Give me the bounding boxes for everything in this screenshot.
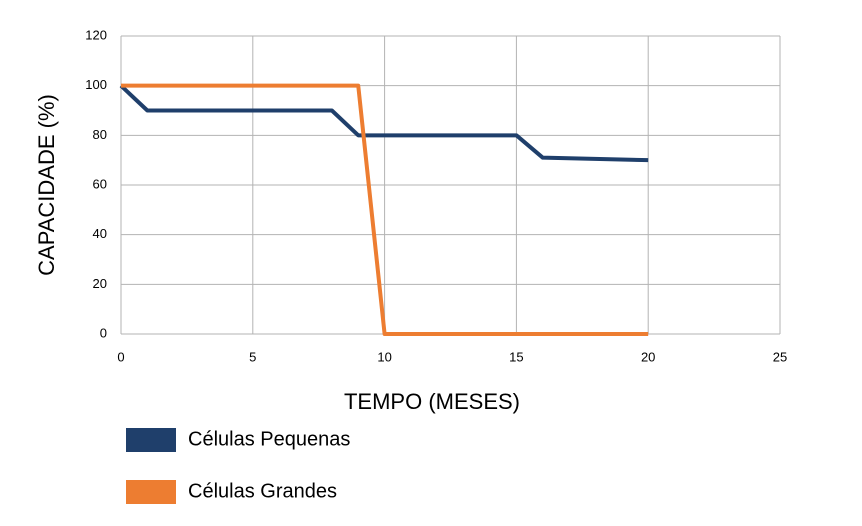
y-tick-label: 40 (93, 226, 107, 241)
x-tick-label: 15 (509, 349, 523, 364)
y-axis-label: CAPACIDADE (%) (34, 94, 59, 276)
series-line (119, 84, 649, 163)
legend-label: Células Grandes (188, 480, 337, 502)
x-axis-label: TEMPO (MESES) (344, 389, 520, 414)
legend-label: Células Pequenas (188, 428, 350, 450)
x-tick-label: 20 (641, 349, 655, 364)
series-line (121, 83, 649, 336)
legend-swatch (126, 480, 176, 504)
y-tick-label: 100 (85, 77, 107, 92)
x-tick-label: 0 (117, 349, 124, 364)
y-tick-label: 0 (100, 325, 107, 340)
x-tick-label: 10 (377, 349, 391, 364)
legend-swatch (126, 428, 176, 452)
x-tick-label: 5 (249, 349, 256, 364)
y-tick-label: 20 (93, 276, 107, 291)
x-tick-label: 25 (773, 349, 787, 364)
y-tick-label: 60 (93, 176, 107, 191)
y-tick-label: 80 (93, 127, 107, 142)
y-tick-label: 120 (85, 27, 107, 42)
